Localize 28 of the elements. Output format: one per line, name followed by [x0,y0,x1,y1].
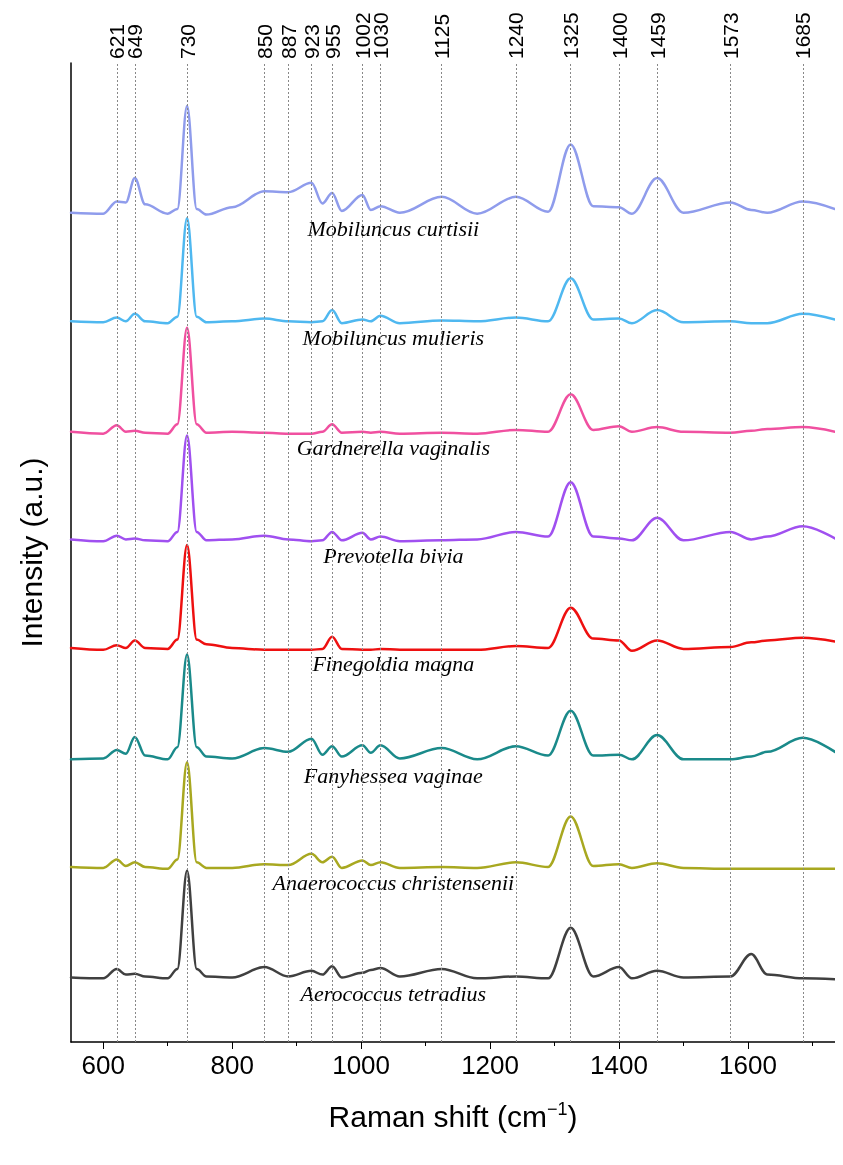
ref-line-label: 1002 [350,12,374,59]
ref-line-label: 1685 [791,12,815,59]
series-label: Aerococcus tetradius [298,980,487,1006]
series-label: Mobiluncus curtisii [306,216,480,242]
x-tick-label: 600 [81,1050,125,1080]
ref-line-label: 1325 [559,12,583,59]
series-label: Fanyhessea vaginae [302,762,484,788]
x-tick-label: 800 [210,1050,254,1080]
ref-line-label: 1573 [719,12,743,59]
ref-line-label: 1400 [607,12,631,59]
x-tick-label: 1600 [719,1050,777,1080]
ref-line-label: 923 [299,23,323,59]
series-label: Mobiluncus mulieris [301,324,485,350]
ref-line-label: 1125 [430,13,454,59]
ref-line-label: 1240 [504,12,528,59]
series-label: Anaerococcus christensenii [270,870,515,896]
ref-line-label: 1459 [645,12,669,59]
ref-line-label: 955 [320,23,344,59]
ref-line-label: 730 [175,23,199,59]
series-label: Prevotella bivia [322,542,464,568]
x-tick-label: 1200 [461,1050,519,1080]
series-label: Finegoldia magna [311,651,475,677]
x-tick-label: 1000 [332,1050,391,1080]
ref-line-label: 850 [252,23,276,59]
ref-line-label: 887 [276,23,300,59]
series-label: Gardnerella vaginalis [296,435,491,461]
x-tick-label: 1400 [590,1050,648,1080]
y-axis-title: Intensity (a.u.) [14,457,48,648]
